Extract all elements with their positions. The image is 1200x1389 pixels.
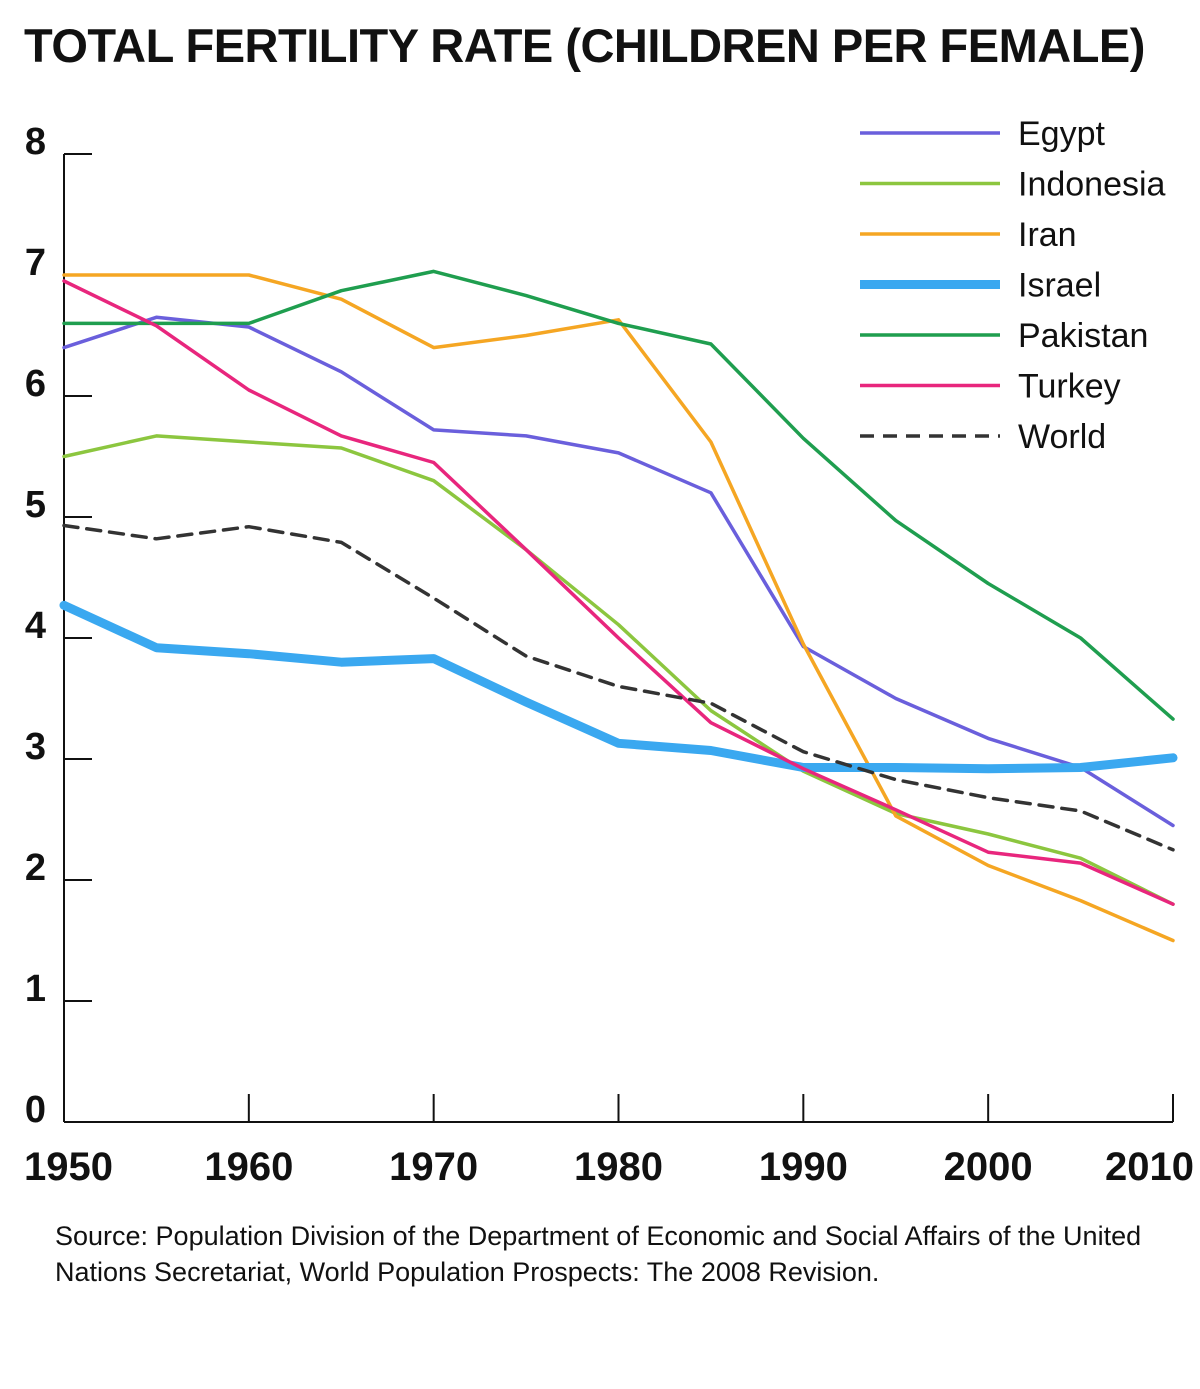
x-tick-label: 2000: [944, 1145, 1033, 1189]
series-line-iran: [62, 273, 1175, 943]
y-tick-label: 4: [25, 605, 46, 647]
legend-label-iran: Iran: [1018, 216, 1077, 254]
legend-label-turkey: Turkey: [1018, 368, 1121, 406]
legend-label-egypt: Egypt: [1018, 115, 1105, 153]
chart-title: TOTAL FERTILITY RATE (CHILDREN PER FEMAL…: [24, 19, 1145, 72]
axes: 0 1 2 3 4 5 6 7 8 1950 1960 1970 1980 1990 2000 2010: [24, 121, 1194, 1189]
y-tick-label: 8: [25, 121, 46, 163]
legend: Egypt Indonesia Iran Israel Pakistan Turkey Wo…: [860, 115, 1166, 456]
x-tick-label: 1980: [574, 1145, 663, 1189]
y-tick-label: 1: [25, 968, 46, 1010]
legend-label-indonesia: Indonesia: [1018, 166, 1166, 204]
x-tick-label: 1970: [389, 1145, 478, 1189]
series-line-indonesia: [62, 434, 1175, 906]
y-tick-label: 2: [25, 847, 46, 889]
y-tick-label: 3: [25, 726, 46, 768]
line-chart: 0 1 2 3 4 5 6 7 8 1950 1960 1970 1980 1990 2000 2010 Eg…: [24, 115, 1194, 1189]
series-line-israel: [59, 600, 1178, 774]
source-note: Source: Population Division of the Depar…: [55, 1221, 1142, 1287]
y-tick-label: 5: [25, 484, 46, 526]
x-tick-label: 2010: [1105, 1145, 1194, 1189]
x-tick-label: 1950: [24, 1145, 113, 1189]
x-tick-label: 1960: [204, 1145, 293, 1189]
y-tick-label: 7: [25, 242, 46, 284]
legend-label-pakistan: Pakistan: [1018, 317, 1148, 355]
legend-label-world: World: [1018, 418, 1106, 456]
x-tick-label: 1990: [759, 1145, 848, 1189]
series-line-egypt: [62, 315, 1175, 828]
series-layer: [59, 269, 1178, 943]
series-line-world: [62, 523, 1175, 852]
y-tick-label: 0: [25, 1089, 46, 1131]
series-line-pakistan: [62, 269, 1175, 721]
legend-label-israel: Israel: [1018, 267, 1101, 305]
y-tick-label: 6: [25, 363, 46, 405]
series-line-turkey: [62, 279, 1175, 906]
